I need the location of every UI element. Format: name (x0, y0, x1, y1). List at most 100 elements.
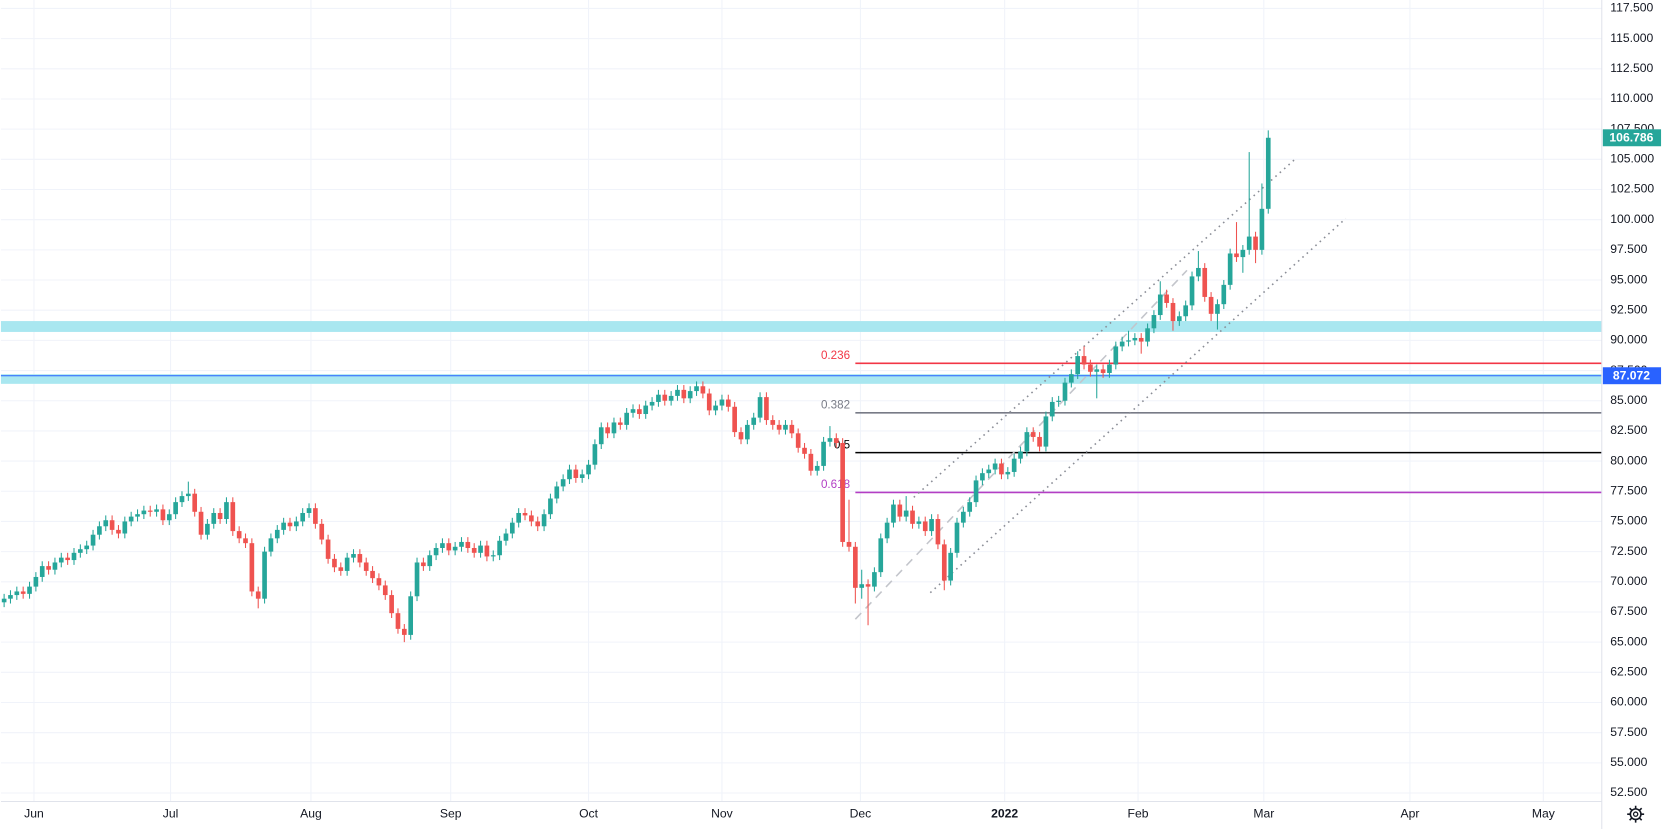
candle-body (186, 493, 191, 497)
candle-body (929, 519, 934, 532)
candle-body (770, 420, 776, 425)
zone (0, 321, 1602, 332)
candle-body (274, 529, 280, 539)
candle-body (757, 397, 763, 418)
x-tick-label: Nov (711, 806, 734, 820)
candle-body (643, 405, 649, 415)
candle-body (58, 557, 64, 563)
candle-body (401, 628, 407, 635)
candle-body (122, 521, 128, 534)
candle-body (465, 541, 471, 548)
candle-body (617, 422, 623, 425)
candle-body (1221, 284, 1227, 305)
candle-body (802, 447, 807, 454)
candle-body (1056, 400, 1061, 402)
candle-body (560, 479, 566, 487)
candle-body (490, 555, 496, 557)
candle-body (395, 613, 401, 629)
candle-body (751, 417, 757, 425)
y-tick-label: 57.500 (1610, 725, 1647, 739)
candle-body (249, 543, 255, 592)
candle-body (370, 570, 375, 579)
candle-body (1011, 458, 1017, 472)
candle-body (1062, 382, 1068, 401)
candle-body (497, 540, 502, 556)
settings-icon[interactable] (1627, 805, 1645, 823)
y-tick-label: 77.500 (1610, 483, 1647, 497)
candle-body (300, 512, 306, 522)
gear-hub (1632, 811, 1639, 817)
candle-body (605, 427, 610, 434)
candle-body (853, 546, 858, 588)
candle-body (1164, 294, 1169, 303)
candle-body (1227, 253, 1233, 285)
candle-body (166, 514, 172, 521)
axes: 52.500 55.000 57.500 60.000 62.500 65.000 67.5… (24, 1, 1662, 820)
candle-body (1202, 267, 1208, 297)
candle-body (884, 522, 890, 539)
candle-body (262, 551, 267, 599)
zone (0, 374, 1602, 384)
candle-body (681, 389, 687, 399)
candle-body (732, 406, 737, 433)
trendline (854, 269, 1188, 620)
last-price-label-box (1602, 129, 1662, 147)
candle-body (39, 566, 45, 577)
candle-body (116, 529, 121, 534)
candle-body (243, 538, 248, 544)
candle-body (65, 557, 70, 561)
candle-body (1, 598, 7, 603)
candle-body (941, 544, 947, 581)
candle-body (408, 596, 414, 635)
trendline (929, 217, 1347, 594)
candle-body (922, 521, 928, 532)
candle-body (1037, 436, 1042, 447)
x-tick-label: Aug (300, 806, 322, 820)
x-tick-label: Sep (440, 806, 462, 820)
candle-body (516, 512, 521, 523)
candle-body (694, 386, 699, 392)
y-tick-label: 62.500 (1610, 665, 1647, 679)
candle-body (179, 496, 185, 503)
candle-body (764, 397, 769, 421)
candle-body (662, 394, 668, 401)
candle-body (1075, 356, 1081, 375)
candle-body (78, 549, 83, 553)
y-tick-label: 117.500 (1610, 1, 1653, 15)
candle-body (33, 576, 39, 587)
candle-body (236, 531, 242, 539)
candle-body (1107, 364, 1112, 373)
candle-body (427, 555, 433, 567)
x-tick-label: Dec (850, 806, 872, 820)
y-tick-label: 115.000 (1610, 31, 1653, 45)
candle-body (503, 533, 509, 541)
candle-body (1018, 451, 1023, 459)
candle-body (637, 409, 642, 415)
candle-body (706, 393, 712, 411)
candle-body (954, 522, 960, 553)
candle-body (833, 438, 839, 443)
candle-body (910, 510, 915, 524)
candle-body (90, 534, 96, 546)
y-tick-label: 92.500 (1610, 302, 1647, 316)
candle-body (205, 523, 210, 535)
candle-body (656, 394, 661, 402)
candle-body (1024, 432, 1030, 452)
candle-body (567, 469, 572, 480)
candle-body (421, 562, 426, 567)
candle-body (1259, 208, 1265, 250)
candle-body (281, 522, 286, 530)
candle-body (980, 473, 985, 481)
candle-body (700, 386, 706, 394)
candle-body (1126, 340, 1131, 342)
candle-body (338, 567, 344, 571)
candle-body (509, 522, 515, 534)
candle-body (1094, 369, 1100, 372)
candle-body (573, 469, 579, 478)
candle-body (319, 523, 325, 540)
candle-body (1208, 296, 1214, 314)
candle-body (1132, 337, 1138, 341)
candle-body (948, 552, 953, 581)
candle-body (1189, 276, 1195, 306)
